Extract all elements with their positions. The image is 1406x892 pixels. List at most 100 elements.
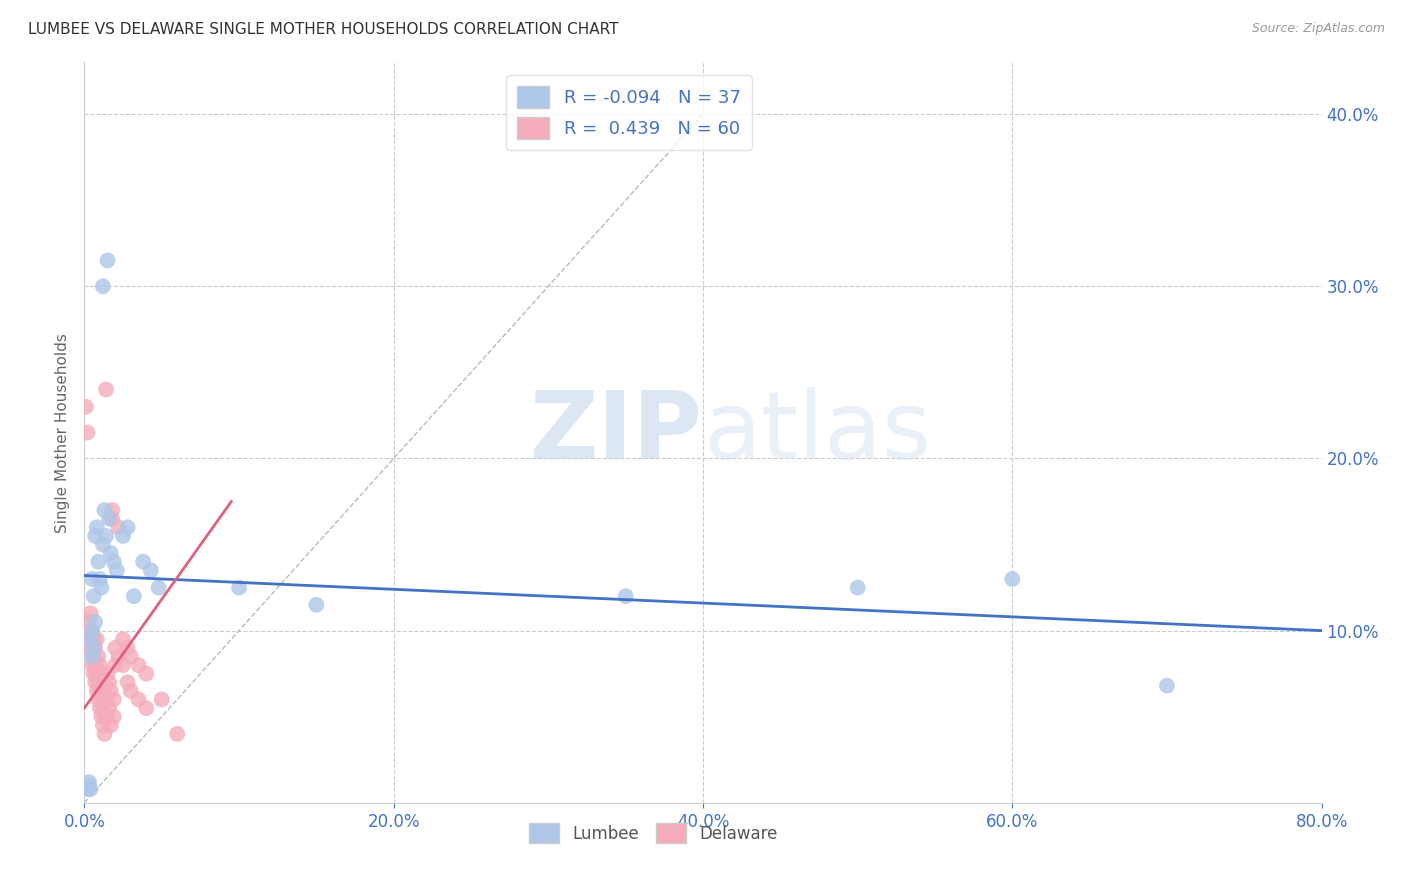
Point [77, 615, 100, 629]
Point [101, 512, 124, 526]
Point [90, 581, 112, 595]
Point [84, 640, 107, 655]
Point [86, 632, 108, 647]
Point [127, 692, 149, 706]
Point [120, 684, 142, 698]
Point [135, 701, 157, 715]
Point [79, 782, 101, 797]
Point [79, 640, 101, 655]
Point [77, 775, 100, 789]
Point [103, 555, 125, 569]
Point [87, 675, 110, 690]
Point [83, 589, 105, 603]
Text: Source: ZipAtlas.com: Source: ZipAtlas.com [1251, 22, 1385, 36]
Point [87, 649, 110, 664]
Point [120, 649, 142, 664]
Point [91, 701, 114, 715]
Point [1001, 572, 1024, 586]
Point [135, 666, 157, 681]
Point [103, 709, 125, 723]
Legend: Lumbee, Delaware: Lumbee, Delaware [523, 816, 785, 850]
Point [77, 779, 100, 793]
Point [86, 684, 108, 698]
Text: atlas: atlas [703, 386, 931, 479]
Point [82, 658, 104, 673]
Point [93, 503, 115, 517]
Point [614, 589, 637, 603]
Point [98, 512, 121, 526]
Point [100, 718, 122, 732]
Point [846, 581, 869, 595]
Point [98, 701, 121, 715]
Point [103, 692, 125, 706]
Text: ZIP: ZIP [530, 386, 703, 479]
Point [94, 529, 117, 543]
Point [105, 563, 128, 577]
Point [107, 520, 129, 534]
Point [84, 529, 107, 543]
Point [94, 692, 117, 706]
Text: LUMBEE VS DELAWARE SINGLE MOTHER HOUSEHOLDS CORRELATION CHART: LUMBEE VS DELAWARE SINGLE MOTHER HOUSEHO… [28, 22, 619, 37]
Point [86, 520, 108, 534]
Point [228, 581, 250, 595]
Point [104, 658, 127, 673]
Point [77, 632, 100, 647]
Point [139, 563, 162, 577]
Point [98, 675, 121, 690]
Point [93, 709, 115, 723]
Point [87, 555, 110, 569]
Point [93, 684, 115, 698]
Point [117, 520, 139, 534]
Point [90, 692, 112, 706]
Point [117, 675, 139, 690]
Point [127, 658, 149, 673]
Point [82, 624, 104, 638]
Point [112, 658, 135, 673]
Point [82, 572, 104, 586]
Point [76, 425, 98, 440]
Point [100, 546, 122, 560]
Point [89, 701, 111, 715]
Point [91, 675, 114, 690]
Point [89, 572, 111, 586]
Point [101, 503, 124, 517]
Point [90, 666, 112, 681]
Point [150, 692, 173, 706]
Point [82, 624, 104, 638]
Point [84, 658, 107, 673]
Point [91, 279, 114, 293]
Point [132, 555, 155, 569]
Point [1156, 679, 1178, 693]
Point [96, 253, 118, 268]
Point [166, 727, 188, 741]
Point [112, 632, 135, 647]
Point [83, 632, 105, 647]
Point [96, 666, 118, 681]
Point [83, 649, 105, 664]
Point [84, 675, 107, 690]
Point [94, 383, 117, 397]
Point [91, 537, 114, 551]
Point [83, 666, 105, 681]
Point [90, 709, 112, 723]
Point [100, 684, 122, 698]
Point [87, 692, 110, 706]
Point [96, 709, 118, 723]
Point [79, 607, 101, 621]
Point [305, 598, 328, 612]
Point [117, 640, 139, 655]
Point [86, 666, 108, 681]
Point [93, 727, 115, 741]
Point [79, 632, 101, 647]
Y-axis label: Single Mother Households: Single Mother Households [55, 333, 70, 533]
Point [82, 649, 104, 664]
Point [107, 649, 129, 664]
Point [84, 615, 107, 629]
Point [75, 400, 97, 414]
Point [104, 640, 127, 655]
Point [76, 782, 98, 797]
Point [91, 718, 114, 732]
Point [83, 640, 105, 655]
Point [148, 581, 170, 595]
Point [112, 529, 135, 543]
